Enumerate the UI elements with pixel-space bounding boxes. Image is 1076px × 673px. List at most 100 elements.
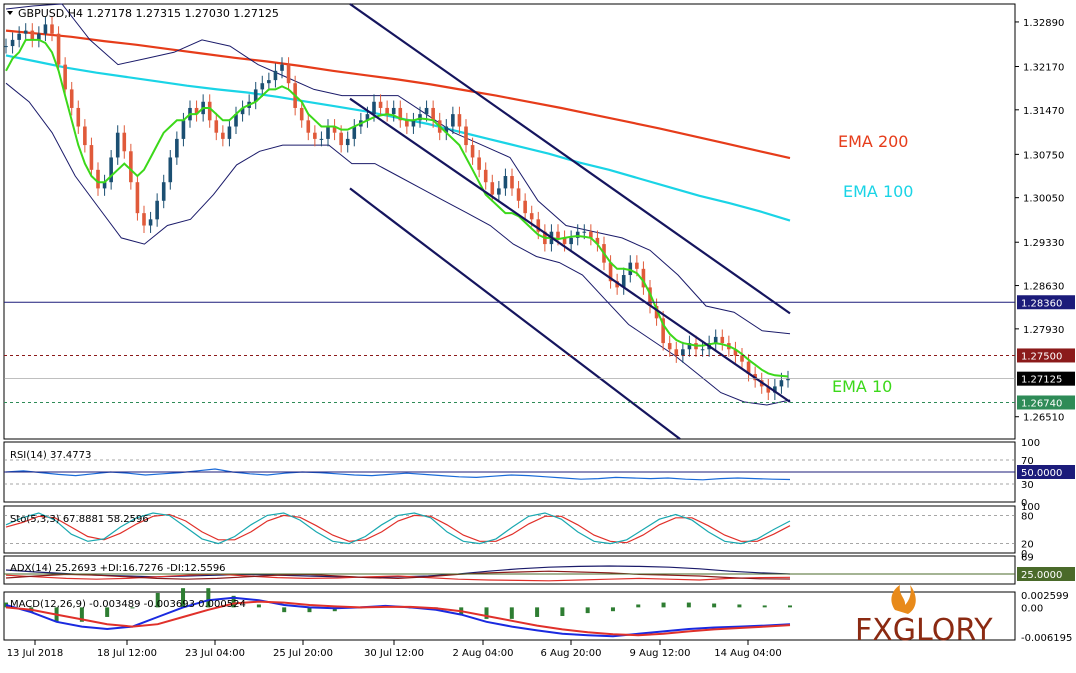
rsi-mid-label: 50.0000 [1021, 468, 1062, 479]
candle-body [280, 64, 284, 71]
channel-middle-line [349, 97, 791, 403]
candle-body [667, 343, 672, 350]
x-tick-label: 14 Aug 04:00 [714, 648, 781, 659]
macd-histogram-bar [181, 588, 186, 608]
candle-body [418, 114, 422, 121]
candle-body [142, 213, 146, 226]
stoch-signal-line [5, 513, 791, 544]
candle-body [23, 30, 28, 34]
macd-histogram-bar [231, 595, 236, 608]
x-tick-label: 23 Jul 04:00 [185, 648, 245, 659]
x-tick-label: 2 Aug 04:00 [452, 648, 513, 659]
adx-y-tick-label: 69 [1021, 552, 1034, 563]
legend-ema200: EMA 200 [838, 132, 908, 151]
candle-body [391, 107, 396, 115]
ema200-line [5, 29, 791, 160]
candle-body [365, 114, 370, 121]
stoch-y-tick-label: 0 [1021, 549, 1027, 560]
candle-body [148, 219, 153, 226]
candle-body [556, 231, 560, 238]
macd-y-tick-label: 0.00 [1021, 603, 1043, 614]
main-y-tick-label: 1.31470 [1023, 106, 1064, 117]
x-tick-label: 6 Aug 20:00 [540, 648, 601, 659]
chart-header: GBPUSD,H4 1.27178 1.27315 1.27030 1.2712… [18, 7, 279, 20]
x-tick-label: 25 Jul 20:00 [273, 648, 333, 659]
candle-body [221, 132, 225, 139]
candle-body [207, 101, 212, 121]
candle-body [43, 24, 48, 34]
candle-body [740, 355, 744, 362]
fxglory-logo: FXGLORY [855, 585, 993, 648]
candle-body [76, 107, 81, 127]
candle-body [635, 262, 639, 269]
main-y-tick-label: 1.32170 [1023, 62, 1064, 73]
candle-body [4, 46, 8, 48]
candle-body [135, 182, 140, 214]
stoch-y-tick-label: 80 [1021, 511, 1034, 522]
macd-histogram-bar [130, 607, 135, 609]
candle-body [483, 169, 488, 183]
candle-body [286, 64, 291, 84]
candle-body [50, 24, 54, 34]
candle-body [214, 120, 219, 133]
candle-body [457, 114, 462, 127]
macd-histogram-bar [636, 604, 641, 608]
x-tick-label: 18 Jul 12:00 [97, 648, 157, 659]
stoch-panel-frame [3, 505, 1016, 554]
stoch-y-tick-label: 20 [1021, 540, 1034, 551]
candle-body [497, 188, 501, 195]
candle-body [299, 107, 304, 121]
macd-histogram-bar [560, 607, 565, 616]
main-y-tick-label: 1.32890 [1023, 18, 1064, 29]
candle-body [503, 176, 508, 189]
macd-label: MACD(12,26,9) -0.003489 -0.003693 0.0005… [10, 599, 246, 610]
header-dropdown-icon[interactable] [7, 11, 13, 15]
candle-body [240, 107, 245, 115]
candle-body [313, 132, 317, 139]
candle-body [424, 107, 429, 115]
candle-body [96, 169, 100, 189]
main-panel-frame [3, 3, 1016, 440]
macd-histogram-bar [535, 607, 540, 617]
candle-body [385, 107, 389, 115]
candle-body [720, 336, 725, 344]
candle-body [523, 200, 527, 214]
rsi-label: RSI(14) 37.4773 [10, 450, 91, 461]
candle-body [464, 126, 468, 146]
candle-body [628, 262, 633, 276]
candle-body [227, 126, 232, 139]
candle-body [608, 262, 613, 282]
macd-panel-frame [3, 591, 1016, 641]
macd-histogram-bar [610, 607, 615, 612]
legend-ema100: EMA 100 [843, 182, 913, 201]
candle-body [529, 213, 534, 220]
macd-histogram-bar [762, 605, 767, 608]
candle-body [253, 89, 258, 102]
current-level-label: 1.27125 [1021, 375, 1062, 386]
x-tick-label: 30 Jul 12:00 [364, 648, 424, 659]
stoch-label: Sto(5,3,3) 67.8881 58.2596 [10, 514, 149, 525]
main-y-tick-label: 1.27930 [1023, 325, 1064, 336]
candle-body [490, 182, 495, 195]
candle-body [306, 120, 311, 133]
pivot-level-label: 1.27500 [1021, 351, 1062, 362]
rsi-y-tick-label: 30 [1021, 480, 1034, 491]
candle-body [267, 80, 271, 84]
candle-body [37, 33, 41, 40]
candle-body [713, 336, 718, 344]
candle-body [654, 305, 659, 319]
rsi-y-tick-label: 0 [1021, 498, 1027, 509]
current-level-badge [1017, 371, 1075, 386]
candle-body [733, 349, 738, 356]
candle-body [69, 89, 74, 108]
candle-body [175, 138, 179, 158]
candle-body [405, 120, 409, 127]
candle-body [17, 33, 21, 40]
candle-body [319, 138, 324, 140]
candle-body [345, 138, 350, 146]
x-tick-label: 13 Jul 2018 [7, 648, 64, 659]
candle-body [766, 386, 771, 393]
candle-body [786, 378, 790, 381]
